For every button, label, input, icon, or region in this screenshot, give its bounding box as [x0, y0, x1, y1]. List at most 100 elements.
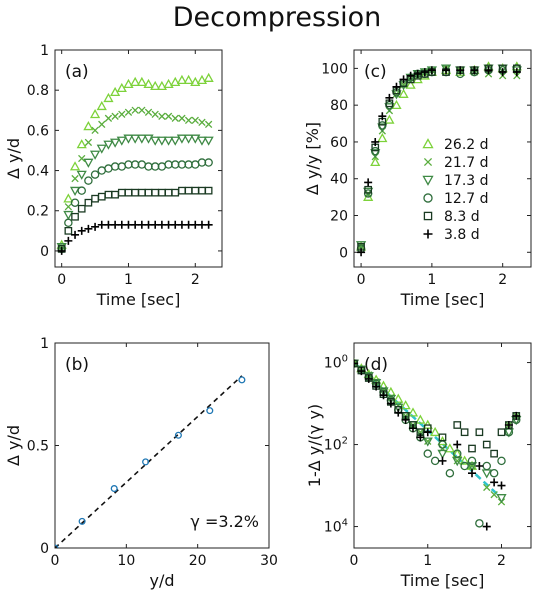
data-point-a: [136, 134, 147, 144]
data-point-a: [177, 220, 186, 229]
data-point-d: [460, 461, 469, 471]
data-point-a: [98, 120, 106, 129]
data-point-a: [78, 154, 86, 163]
x-axis-label-a: Time [sec]: [96, 290, 181, 309]
data-point-a: [84, 138, 93, 147]
x-tick-label-d: 0: [350, 553, 359, 569]
marks-a: [56, 72, 214, 255]
data-point-c: [385, 93, 394, 102]
y-tick-label-c: 100: [321, 61, 348, 77]
panel-label-d: (d): [364, 355, 388, 375]
data-point-c: [392, 82, 401, 91]
data-point-a: [83, 158, 94, 168]
x-tick-label-d: 2: [497, 553, 506, 569]
data-point-d: [475, 519, 484, 528]
data-point-a: [158, 112, 166, 120]
y-tick-label-d: 104: [324, 518, 348, 536]
x-tick-label-b: 0: [51, 553, 60, 569]
data-point-c: [370, 149, 381, 159]
marks-b: [55, 375, 246, 548]
data-point-a: [89, 150, 101, 160]
data-point-d: [512, 411, 521, 420]
legend-label: 8.3 d: [444, 209, 480, 225]
data-point-a: [76, 170, 87, 180]
data-point-d: [394, 408, 403, 417]
data-point-a: [71, 174, 79, 183]
y-tick-label-d: 102: [324, 436, 348, 454]
data-point-a: [56, 243, 67, 253]
y-tick-label-base-d: 10: [324, 356, 342, 372]
series-b-0: [55, 376, 246, 548]
data-point-d: [364, 374, 373, 383]
data-point-c: [427, 66, 436, 75]
data-point-a: [204, 186, 213, 195]
data-point-d: [468, 469, 476, 478]
panel-label-b: (b): [65, 355, 89, 375]
data-point-d: [497, 481, 506, 490]
plot-area-a: [54, 49, 223, 268]
data-point-a: [170, 76, 181, 86]
x-axis-label-b: y/d: [149, 571, 174, 590]
data-point-c: [370, 156, 381, 167]
data-point-c: [406, 71, 415, 80]
data-point-a: [84, 198, 93, 207]
data-point-d: [490, 478, 499, 487]
data-point-a: [97, 220, 106, 229]
x-axis-label-c: Time [sec]: [400, 290, 485, 309]
data-point-c: [442, 66, 451, 75]
data-point-a: [96, 144, 107, 154]
data-point-c: [357, 248, 366, 257]
data-point-a: [116, 136, 127, 146]
x-tick-label-a: 0: [57, 272, 66, 288]
data-point-c: [456, 66, 465, 75]
y-tick-label-a: 1: [40, 43, 49, 59]
data-point-d: [423, 449, 432, 458]
data-point-a: [90, 170, 100, 179]
y-tick-label-exponent-d: 4: [342, 518, 348, 529]
data-point-d: [363, 372, 374, 382]
data-point-a: [77, 204, 86, 213]
data-point-a: [104, 220, 113, 229]
data-point-a: [183, 134, 194, 144]
data-point-a: [57, 246, 66, 255]
marks-d: [354, 358, 522, 531]
data-point-a: [83, 121, 94, 131]
data-point-a: [64, 218, 73, 228]
data-point-d: [423, 428, 432, 437]
data-point-a: [103, 92, 114, 103]
data-point-a: [144, 220, 153, 229]
data-point-d: [393, 393, 404, 403]
data-point-c: [384, 114, 395, 124]
data-point-d: [475, 428, 484, 437]
data-point-a: [150, 136, 161, 146]
y-tick-label-c: 60: [330, 135, 348, 151]
data-point-a: [190, 134, 201, 144]
data-point-c: [470, 66, 479, 75]
data-point-d: [453, 440, 462, 449]
data-point-a: [103, 140, 114, 150]
data-point-a: [131, 106, 139, 114]
data-point-d: [497, 428, 506, 437]
legend-label: 26.2 d: [444, 137, 489, 153]
data-point-c: [512, 68, 521, 77]
legend-label: 17.3 d: [444, 173, 489, 189]
data-point-b: [55, 544, 59, 548]
data-point-c: [363, 187, 374, 197]
data-point-a: [118, 110, 126, 118]
data-point-d: [489, 468, 499, 478]
data-point-d: [482, 440, 491, 449]
data-point-d: [416, 433, 425, 442]
y-axis-label-b: Δ y/d: [4, 425, 23, 466]
data-point-a: [77, 226, 86, 235]
data-point-d: [407, 407, 419, 417]
y-tick-label-a: 0: [40, 244, 49, 260]
y-tick-label-a: 0.4: [27, 164, 49, 180]
data-point-c: [391, 90, 402, 100]
data-point-d: [496, 494, 507, 504]
data-point-c: [384, 103, 395, 113]
data-point-a: [204, 120, 213, 129]
data-point-d: [453, 421, 462, 429]
data-point-a: [91, 222, 100, 231]
series-d-5: [354, 359, 521, 531]
data-point-a: [130, 134, 141, 144]
